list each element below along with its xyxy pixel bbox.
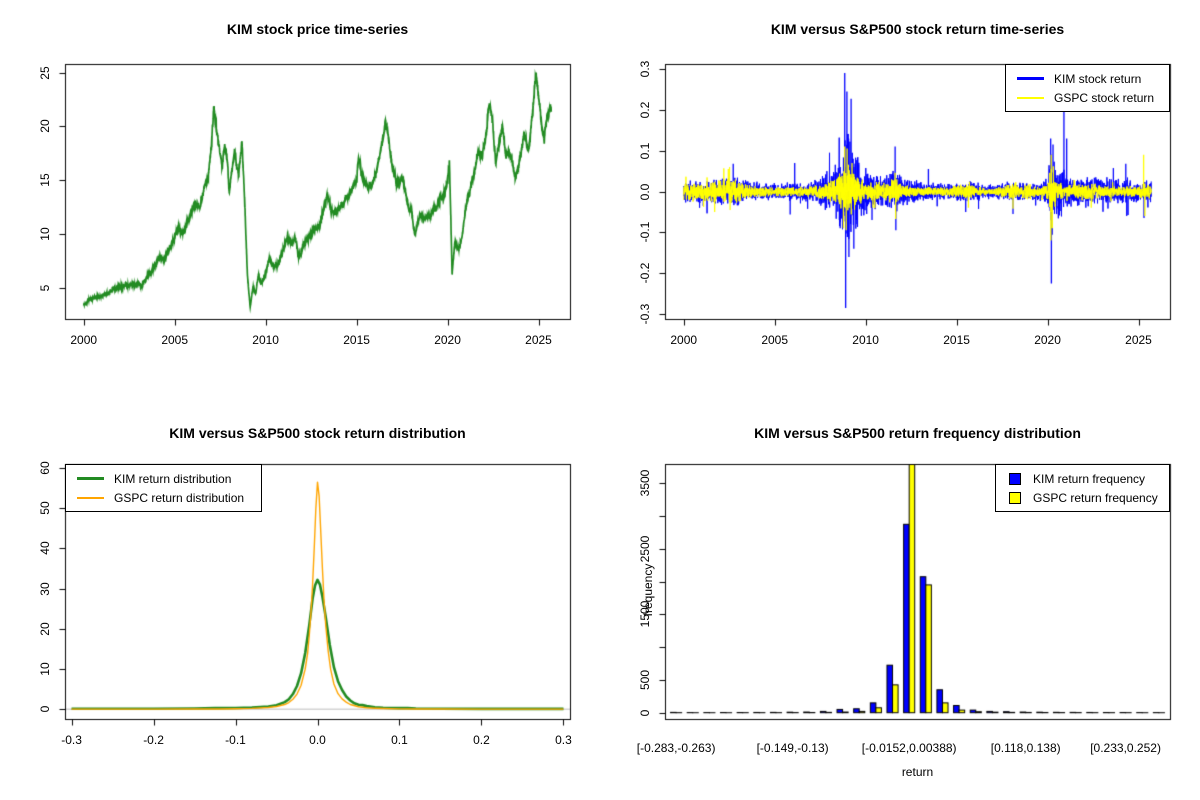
y-tick-label: 2500 [638, 535, 652, 563]
panel2-title: KIM versus S&P500 stock return time-seri… [770, 21, 1065, 37]
x-tick-label: 0.1 [391, 733, 408, 747]
y-tick-label: -0.3 [638, 303, 652, 325]
legend-item: GSPC stock return [1010, 88, 1165, 107]
legend-label: GSPC return distribution [114, 490, 245, 505]
x-tick-label: -0.2 [143, 733, 164, 747]
y-tick-label: 10 [38, 662, 52, 676]
legend-line-swatch [1017, 77, 1044, 80]
x-tick-label: 2000 [670, 333, 698, 347]
panel2-legend: KIM stock return GSPC stock return [1005, 64, 1170, 112]
bin-label: [-0.0152,0.00388) [861, 741, 957, 755]
y-tick-label: 20 [38, 622, 52, 636]
legend-item: KIM return frequency [1000, 469, 1165, 488]
x-tick-label: 2000 [70, 333, 98, 347]
y-tick-label: 5 [38, 284, 52, 292]
panel3-legend: KIM return distribution GSPC return distr… [65, 464, 262, 512]
y-tick-label: 0.1 [638, 142, 652, 159]
y-tick-label: 0.0 [638, 183, 652, 200]
y-tick-label: 10 [38, 227, 52, 241]
x-tick-label: 2020 [434, 333, 461, 347]
x-tick-label: 0.2 [473, 733, 490, 747]
y-tick-label: 15 [38, 173, 52, 187]
panel4-title: KIM versus S&P500 return frequency distr… [754, 425, 1081, 441]
y-tick-label: 30 [38, 582, 52, 596]
x-tick-label: 0.3 [555, 733, 572, 747]
y-tick-label: 40 [38, 541, 52, 556]
legend-item: GSPC return distribution [70, 488, 257, 507]
legend-item: KIM stock return [1010, 69, 1165, 88]
bin-label: [0.233,0.252) [1090, 741, 1161, 755]
panel4-legend: KIM return frequency GSPC return frequenc… [995, 464, 1170, 512]
y-tick-label: 1500 [638, 601, 652, 628]
x-tick-label: 0.0 [309, 733, 326, 747]
x-tick-label: -0.1 [225, 733, 246, 747]
y-tick-label: 60 [38, 461, 52, 475]
y-tick-label: 0.3 [638, 60, 652, 78]
legend-line-swatch [77, 477, 104, 480]
x-tick-label: 2025 [1125, 333, 1152, 347]
y-tick-label: -0.2 [638, 262, 652, 284]
y-tick-label: -0.1 [638, 222, 652, 243]
y-tick-label: 50 [38, 501, 52, 515]
bin-label: [-0.283,-0.263) [636, 741, 716, 755]
legend-label: GSPC return frequency [1033, 490, 1158, 505]
panel4-x-axis-label: return [901, 765, 934, 779]
x-tick-label: 2020 [1034, 333, 1061, 347]
x-tick-label: 2015 [943, 333, 970, 347]
legend-label: KIM stock return [1054, 71, 1142, 86]
y-tick-label: 500 [638, 669, 652, 690]
bin-label: [0.118,0.138) [990, 741, 1061, 755]
legend-item: GSPC return frequency [1000, 488, 1165, 507]
y-tick-label: 25 [38, 65, 52, 80]
y-tick-label: 0.2 [638, 101, 652, 119]
y-tick-label: 0 [38, 706, 52, 713]
x-tick-label: 2025 [525, 333, 552, 347]
legend-item: KIM return distribution [70, 469, 257, 488]
bin-label: [-0.149,-0.13) [756, 741, 829, 755]
legend-line-swatch [1017, 96, 1044, 99]
x-tick-label: 2010 [852, 333, 879, 347]
x-tick-label: 2015 [343, 333, 370, 347]
panel1-title: KIM stock price time-series [226, 21, 409, 37]
legend-square-swatch [1009, 491, 1021, 504]
y-tick-label: 3500 [638, 469, 652, 497]
legend-square-swatch [1009, 472, 1021, 485]
x-tick-label: 2005 [161, 333, 189, 347]
legend-label: KIM return distribution [114, 471, 232, 486]
y-tick-label: 20 [38, 119, 52, 134]
panel3-title: KIM versus S&P500 stock return distribut… [169, 425, 466, 441]
x-tick-label: 2010 [252, 333, 279, 347]
legend-line-swatch [77, 496, 104, 499]
legend-label: GSPC stock return [1054, 90, 1155, 105]
x-tick-label: -0.3 [61, 733, 82, 747]
legend-label: KIM return frequency [1033, 471, 1146, 486]
x-tick-label: 2005 [761, 333, 789, 347]
